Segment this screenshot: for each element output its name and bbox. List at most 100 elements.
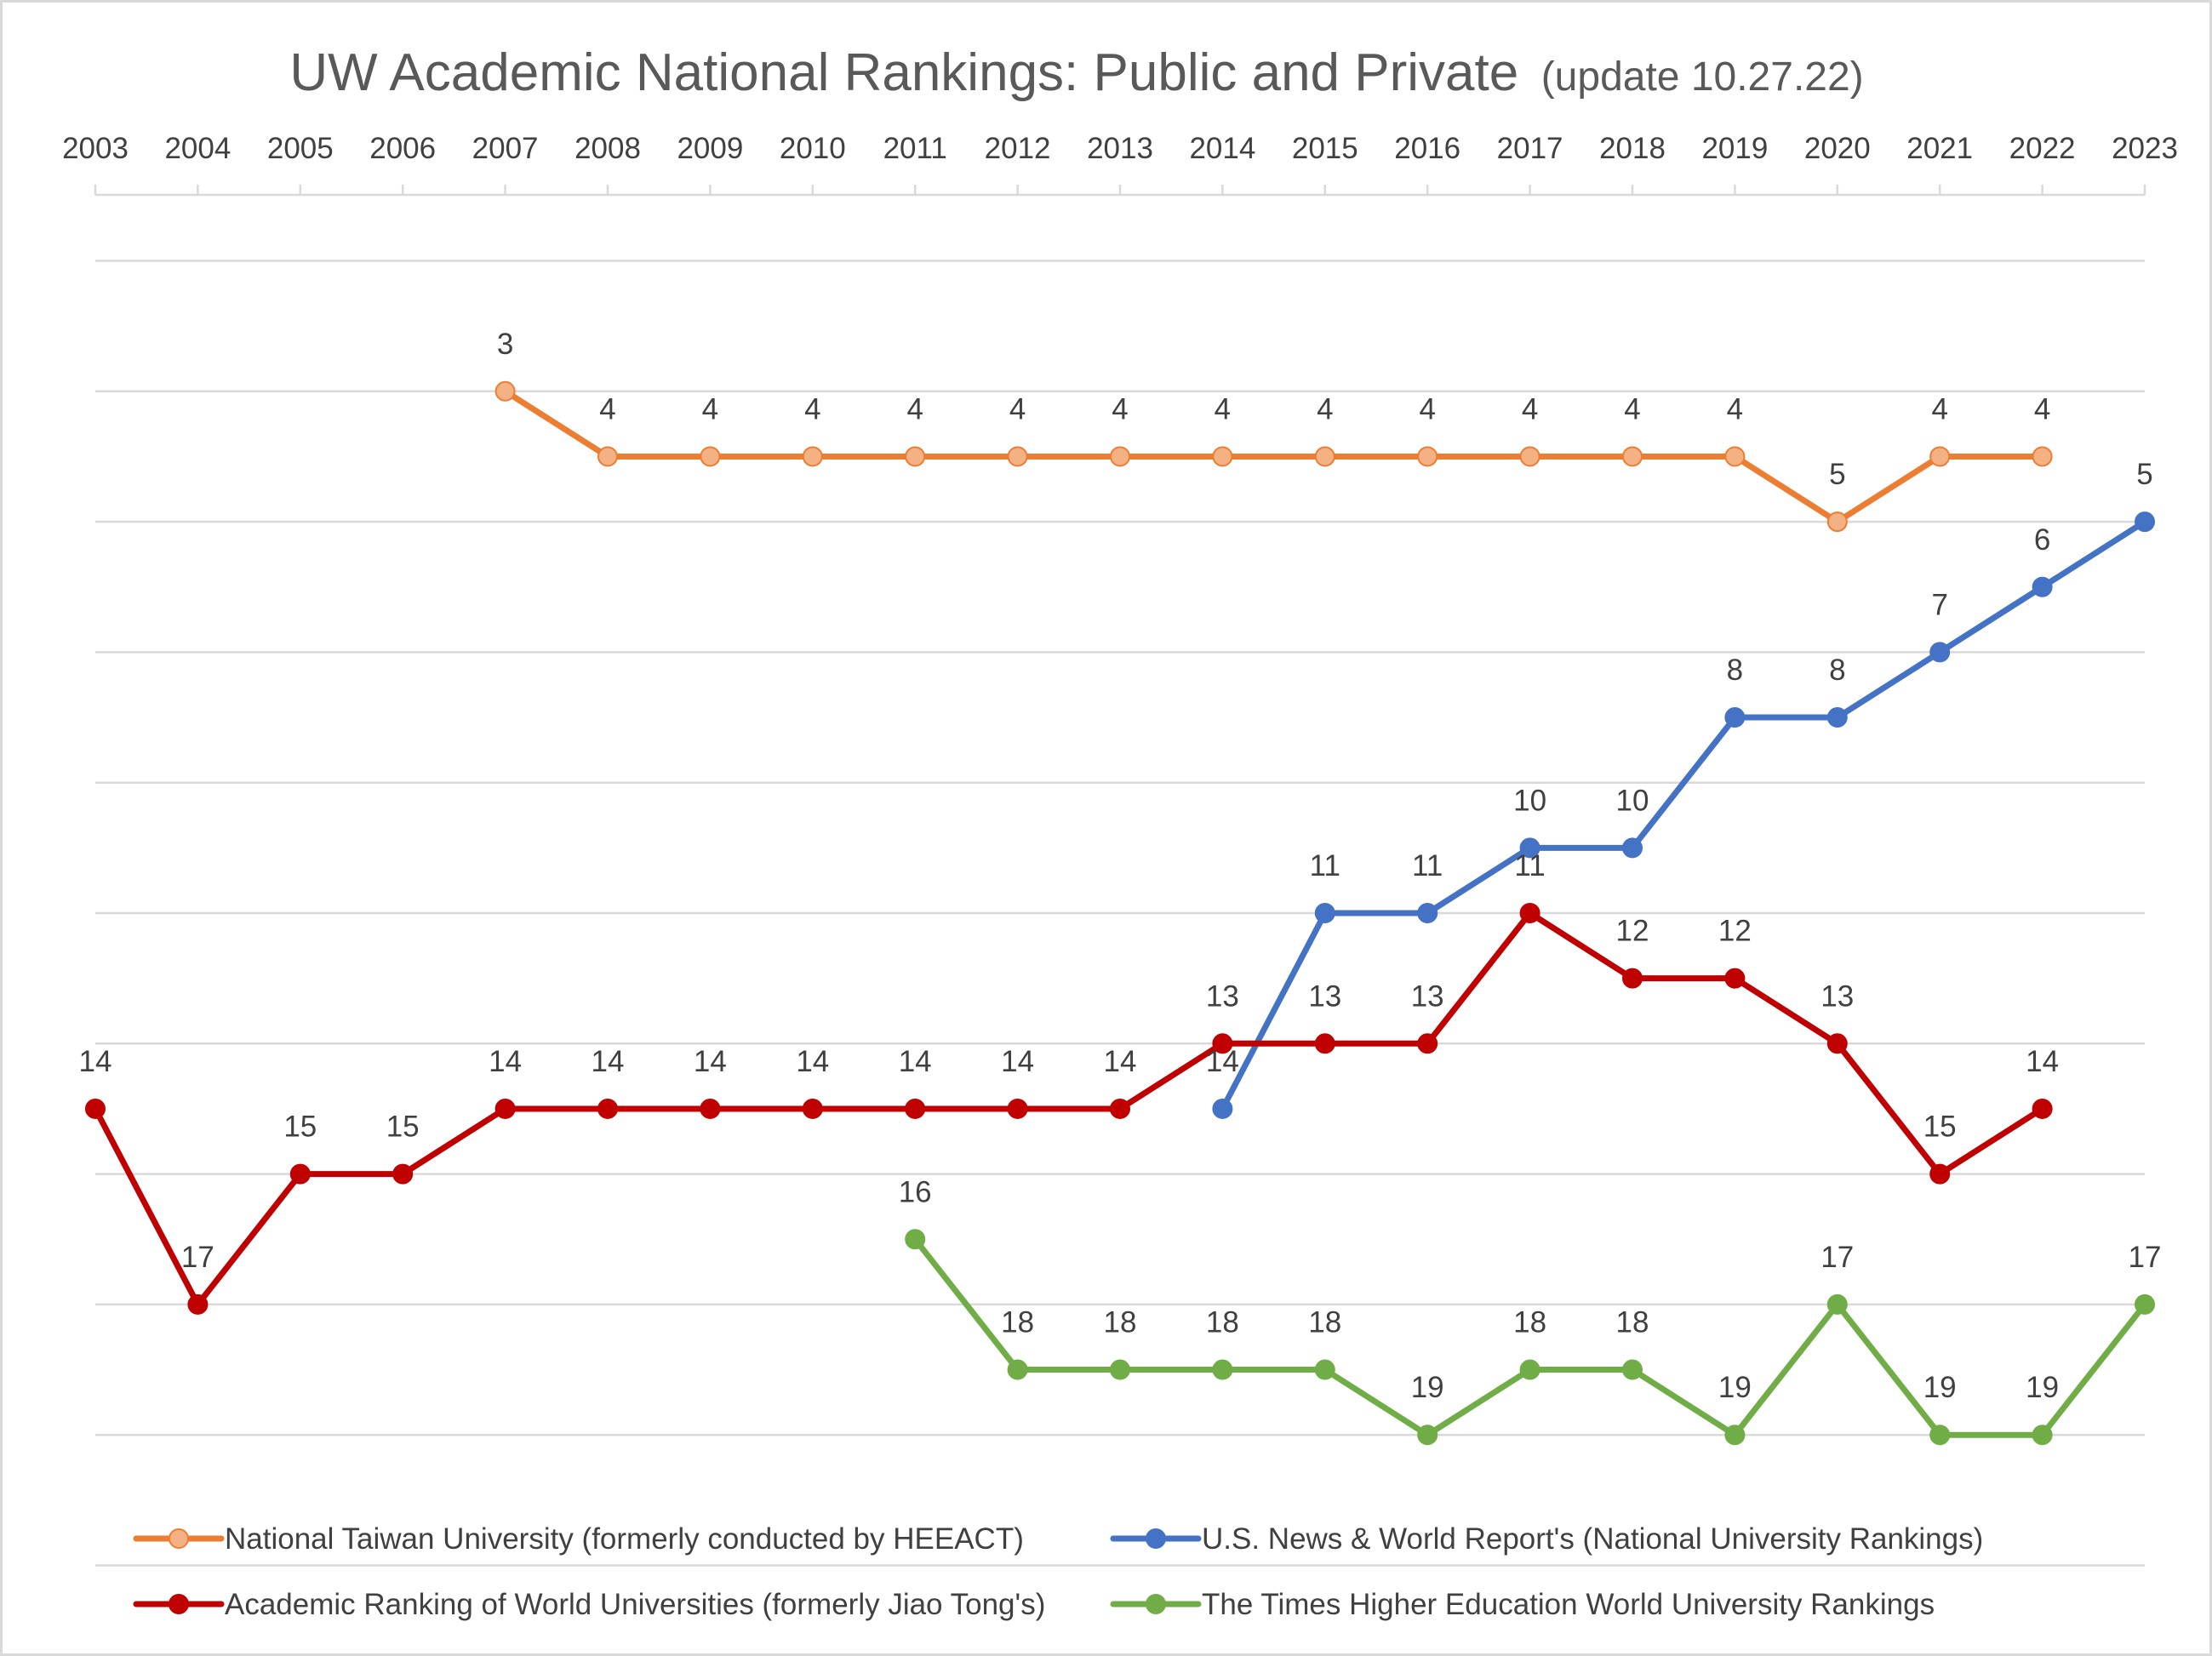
data-label: 4 — [1931, 392, 1947, 425]
data-point — [1622, 1359, 1643, 1380]
x-tick-label: 2003 — [62, 132, 129, 165]
data-label: 8 — [1727, 654, 1743, 687]
data-label: 19 — [1718, 1371, 1752, 1404]
x-tick-label: 2007 — [472, 132, 539, 165]
legend-marker — [169, 1594, 189, 1614]
data-point — [1007, 1098, 1028, 1119]
data-point — [1110, 1098, 1130, 1119]
data-label: 14 — [899, 1045, 932, 1078]
x-tick-label: 2016 — [1394, 132, 1460, 165]
data-point — [1212, 1098, 1233, 1119]
data-point — [1724, 1425, 1746, 1446]
legend: National Taiwan University (formerly con… — [133, 1522, 1983, 1621]
data-point — [1724, 707, 1746, 728]
data-label: 19 — [1923, 1371, 1957, 1404]
data-label: 7 — [1931, 588, 1947, 621]
data-point — [187, 1293, 209, 1315]
data-point — [700, 446, 721, 467]
data-point — [1314, 1359, 1335, 1380]
legend-marker — [1146, 1594, 1166, 1614]
data-label: 14 — [79, 1045, 112, 1078]
data-label: 11 — [1412, 849, 1443, 882]
data-label: 18 — [1513, 1306, 1546, 1339]
data-label: 4 — [1009, 392, 1026, 425]
legend-item-academic-ranking-of-world-universities-formerly-jiao-tong-s: Academic Ranking of World Universities (… — [133, 1588, 1045, 1621]
x-tick-label: 2020 — [1804, 132, 1871, 165]
data-point — [1007, 1359, 1028, 1380]
data-point — [905, 1229, 926, 1250]
data-labels: 3 4 4 4 4 4 4 4 4 4 4 4 4 5 4 4 14 11 11 10 10 8 8 7 6 5 14 17 15 15 1… — [79, 328, 2162, 1404]
data-label: 17 — [1820, 1241, 1854, 1274]
legend-item-national-taiwan-university-formerly-conducted-by-heeact: National Taiwan University (formerly con… — [133, 1522, 1024, 1556]
data-point — [1212, 446, 1233, 467]
data-point — [1826, 707, 1848, 728]
data-point — [1826, 1033, 1848, 1054]
data-label: 14 — [1001, 1045, 1034, 1078]
series-line — [502, 388, 2046, 525]
data-point — [1519, 837, 1540, 859]
data-point — [2135, 511, 2155, 533]
data-label: 14 — [1206, 1045, 1239, 1078]
legend-label: National Taiwan University (formerly con… — [225, 1522, 1024, 1556]
data-label: 18 — [1104, 1306, 1137, 1339]
data-label: 14 — [694, 1045, 727, 1078]
x-tick-label: 2004 — [164, 132, 231, 165]
data-label: 19 — [2026, 1371, 2059, 1404]
data-point — [1929, 1163, 1951, 1185]
data-point — [905, 446, 926, 467]
x-tick-label: 2005 — [267, 132, 334, 165]
data-point — [1417, 1425, 1438, 1446]
x-tick-label: 2015 — [1292, 132, 1358, 165]
data-label: 12 — [1718, 915, 1752, 948]
data-point — [1417, 903, 1438, 923]
data-label: 15 — [1923, 1111, 1957, 1144]
x-tick-label: 2021 — [1906, 132, 1973, 165]
data-label: 13 — [1820, 979, 1854, 1013]
legend-label: U.S. News & World Report's (National Uni… — [1202, 1522, 1983, 1556]
data-label: 4 — [599, 392, 615, 425]
data-label: 14 — [1104, 1045, 1137, 1078]
x-tick-label: 2013 — [1087, 132, 1153, 165]
data-point — [1417, 1033, 1438, 1054]
data-label: 18 — [1206, 1306, 1239, 1339]
data-label: 4 — [1215, 392, 1231, 425]
data-point — [1929, 446, 1951, 467]
legend-item-u-s-news-world-report-s-national-university-rankings: U.S. News & World Report's (National Uni… — [1110, 1522, 1983, 1556]
data-point — [1929, 1425, 1951, 1446]
data-label: 5 — [2136, 458, 2152, 491]
series-the-times-higher-education-world-university-rankings — [905, 1229, 2155, 1446]
data-point — [289, 1163, 311, 1185]
data-label: 15 — [386, 1111, 420, 1144]
series-line — [1219, 518, 2148, 1112]
x-tick-label: 2011 — [883, 132, 947, 165]
data-label: 13 — [1206, 979, 1239, 1013]
x-tick-label: 2022 — [2009, 132, 2076, 165]
data-point — [1929, 642, 1951, 663]
data-label: 5 — [1829, 458, 1845, 491]
data-point — [597, 446, 618, 467]
x-tick-label: 2012 — [985, 132, 1051, 165]
x-tick-label: 2017 — [1497, 132, 1563, 165]
x-tick-label: 2009 — [677, 132, 743, 165]
x-tick-label: 2019 — [1701, 132, 1768, 165]
data-point — [2135, 1293, 2155, 1315]
chart-subtitle: (update 10.27.22) — [1541, 54, 1864, 100]
data-point — [494, 1098, 516, 1119]
data-point — [1724, 968, 1746, 989]
data-point — [1314, 903, 1335, 923]
data-point — [1314, 1033, 1335, 1054]
legend-label: The Times Higher Education World Univers… — [1202, 1588, 1935, 1621]
series-national-taiwan-university-formerly-conducted-by-heeact — [494, 380, 2053, 533]
data-point — [700, 1098, 721, 1119]
data-label: 12 — [1616, 915, 1649, 948]
data-point — [1519, 903, 1540, 923]
data-label: 4 — [1317, 392, 1333, 425]
x-tick-label: 2008 — [574, 132, 641, 165]
data-label: 14 — [489, 1045, 522, 1078]
legend-marker — [1146, 1528, 1166, 1549]
data-label: 6 — [2034, 523, 2050, 557]
data-point — [1212, 1359, 1233, 1380]
data-point — [802, 446, 823, 467]
